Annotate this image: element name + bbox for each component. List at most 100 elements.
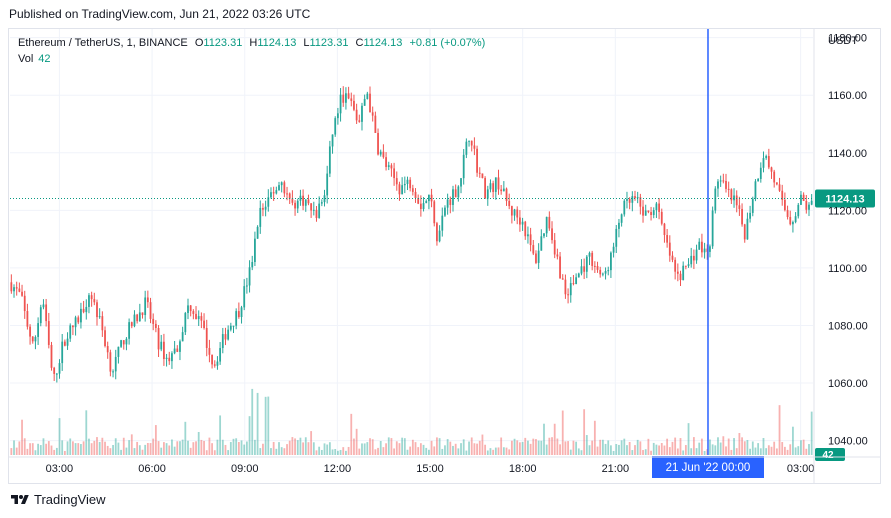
volume-bar [433, 446, 436, 455]
candle-body [623, 200, 626, 215]
candle-body [494, 177, 497, 192]
candle-body [535, 253, 537, 263]
candle-body [187, 305, 189, 314]
candle-body [486, 189, 489, 199]
x-tick-label: 03:00 [46, 463, 74, 475]
volume-bar [690, 448, 693, 455]
candle-body [743, 224, 746, 240]
volume-bar [746, 440, 749, 455]
volume-bar [810, 411, 813, 455]
candle-body [203, 320, 205, 328]
volume-bar [642, 450, 644, 455]
candle-body [45, 304, 48, 322]
candle-body [741, 208, 743, 225]
candle-body [719, 180, 722, 182]
candle-body [462, 154, 465, 179]
candle-body [778, 184, 781, 191]
candle-body [315, 209, 318, 219]
volume-bar [521, 441, 524, 455]
footer-branding[interactable]: TradingView [10, 492, 106, 507]
symbol-label: Ethereum / TetherUS, 1, BINANCE [18, 37, 188, 49]
candle-body [430, 194, 433, 202]
volume-bar [377, 447, 379, 455]
volume-bar [460, 443, 462, 455]
candle-body [749, 212, 751, 219]
volume-bar [136, 441, 139, 455]
volume-bar [513, 438, 516, 455]
candle-body [50, 344, 53, 368]
volume-bar [430, 440, 433, 455]
candle-body [406, 179, 409, 184]
candle-body [770, 167, 773, 172]
volume-bar [762, 438, 765, 455]
candle-body [765, 156, 768, 159]
candle-body [42, 304, 45, 308]
candle-body [88, 295, 90, 307]
volume-bar [575, 441, 578, 455]
candle-body [460, 178, 462, 187]
candle-body [500, 189, 503, 192]
volume-bar [604, 443, 607, 455]
volume-bar [588, 445, 591, 455]
candle-body [211, 354, 213, 365]
volume-bar [398, 443, 401, 455]
candle-body [717, 181, 719, 189]
volume-bar [543, 423, 545, 455]
volume-bar [168, 445, 171, 455]
volume-bar [58, 418, 61, 455]
volume-bar [342, 447, 345, 455]
candle-body [433, 201, 436, 224]
candle-body [278, 185, 280, 191]
volume-bar [154, 425, 157, 455]
candle-body [682, 265, 685, 281]
volume-bar [320, 449, 323, 455]
volume-bar [660, 443, 663, 455]
volume-bar [390, 438, 393, 455]
candle-body [751, 198, 754, 213]
candle-body [671, 255, 674, 260]
candle-body [90, 295, 93, 300]
y-tick-label: 1080.00 [828, 320, 868, 332]
candle-body [513, 209, 516, 216]
volume-bar [738, 432, 741, 455]
candle-body [181, 332, 184, 342]
volume-bar [165, 443, 168, 455]
volume-bar [286, 444, 288, 455]
candle-body [690, 255, 693, 265]
volume-bar [302, 442, 304, 455]
volume-bar [717, 437, 719, 455]
candle-body [328, 146, 331, 174]
candle-body [789, 216, 792, 225]
candle-body [470, 140, 473, 146]
volume-bar [406, 449, 409, 455]
candle-body [93, 299, 96, 303]
candle-body [436, 223, 438, 242]
candle-body [283, 182, 286, 194]
volume-bar [725, 446, 727, 455]
volume-bar [401, 437, 404, 455]
volume-bar [326, 444, 329, 455]
candle-body [184, 313, 187, 333]
candle-body [767, 156, 770, 168]
y-tick-label: 1100.00 [828, 263, 867, 275]
candle-body [192, 311, 195, 314]
candle-body [738, 205, 741, 209]
candle-body [168, 357, 171, 362]
candle-body [414, 191, 417, 198]
candle-body [176, 348, 179, 352]
chart-frame [8, 28, 881, 484]
volume-bar [786, 449, 789, 455]
candle-body [725, 180, 727, 189]
candle-body [21, 291, 23, 296]
candle-body [567, 294, 569, 296]
volume-bar [502, 447, 505, 455]
volume-bar [160, 447, 163, 455]
candle-body [465, 141, 468, 155]
volume-bar [733, 438, 735, 455]
candle-body [701, 241, 703, 253]
candle-body [575, 277, 578, 284]
candle-body [674, 259, 677, 272]
candle-body [425, 201, 428, 204]
volume-bar [72, 441, 74, 455]
